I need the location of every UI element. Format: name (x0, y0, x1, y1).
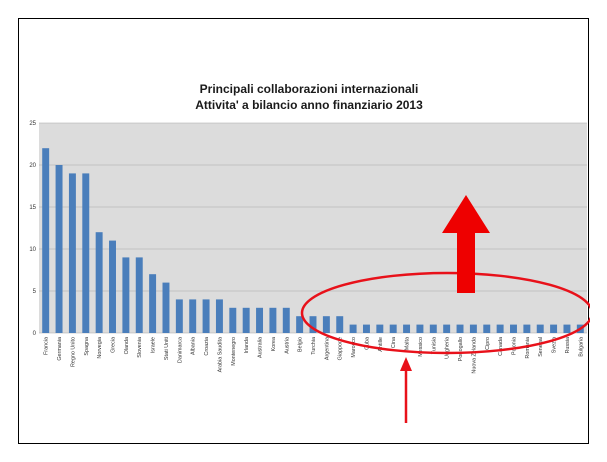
x-tick-label: Senegal (538, 337, 544, 357)
small-up-arrow-icon (400, 357, 412, 423)
x-tick-label: Grecia (111, 337, 117, 353)
x-tick-label: Canada (498, 337, 504, 356)
x-tick-label: Korea (271, 337, 277, 351)
bar (389, 324, 397, 333)
x-tick-label: Danimarca (177, 337, 183, 363)
x-tick-label: Giappone (338, 337, 344, 360)
bar (536, 324, 544, 333)
bar (269, 307, 277, 333)
x-tick-label: Ungheria (445, 337, 451, 359)
x-tick-label: Slovenia (137, 337, 143, 358)
plot-area (39, 123, 587, 333)
x-tick-label: Marocco (351, 337, 357, 358)
bar (55, 165, 63, 333)
bar (469, 324, 477, 333)
x-tick-label: Australia (258, 337, 264, 358)
x-tick-label: Arabia Saudita (217, 337, 223, 372)
bar (563, 324, 571, 333)
x-tick-label: Cuba (364, 337, 370, 350)
bar (82, 173, 90, 333)
bar-chart: 0 5 10 15 20 25 Francia Germania Regno Unito Spa… (21, 71, 590, 423)
x-tick-label: Polonia (511, 337, 517, 355)
bar (483, 324, 491, 333)
x-tick-label: Romania (525, 337, 531, 359)
chart-title-line-1: Principali collaborazioni internazionali (200, 82, 419, 96)
slide-frame: 0 5 10 15 20 25 Francia Germania Regno Unito Spa… (18, 18, 590, 444)
bar (349, 324, 357, 333)
bar (416, 324, 424, 333)
x-tick-label: Nuova Zelanda (471, 337, 477, 374)
bar (242, 307, 250, 333)
x-tick-label: Antille (378, 337, 384, 352)
bar (149, 274, 157, 333)
chart-title-line-2: Attivita' a bilancio anno finanziario 20… (195, 98, 423, 112)
bar (429, 324, 437, 333)
bar (523, 324, 531, 333)
x-tick-label: Montenegro (231, 337, 237, 366)
x-tick-label: Olanda (124, 337, 130, 354)
x-tick-label: Francia (44, 337, 50, 355)
y-tick-label: 15 (29, 205, 36, 211)
bar (322, 316, 330, 333)
bar (122, 257, 130, 333)
bar (42, 148, 50, 333)
bar (68, 173, 76, 333)
highlight-ellipse (300, 271, 590, 355)
x-tick-label: Bulgaria (578, 337, 584, 357)
bar (256, 307, 264, 333)
bar (282, 307, 290, 333)
x-tick-label: Cipro (485, 337, 491, 350)
gridlines (39, 122, 587, 334)
bar (95, 232, 103, 333)
x-tick-label: Svezia (552, 337, 558, 353)
big-up-arrow-icon (442, 195, 490, 293)
bar (336, 316, 344, 333)
bar (456, 324, 464, 333)
y-tick-label: 5 (33, 289, 37, 295)
x-tick-label: Norvegia (97, 337, 103, 359)
x-tick-label: Austria (284, 337, 290, 354)
bar (496, 324, 504, 333)
x-tick-label: Israele (151, 337, 157, 353)
x-tick-label: Tunisia (431, 337, 437, 354)
bar (229, 307, 237, 333)
bar (309, 316, 317, 333)
bar (296, 316, 304, 333)
x-tick-label: Argentina (324, 337, 330, 360)
bar (403, 324, 411, 333)
bar (175, 299, 183, 333)
y-tick-label: 0 (33, 331, 37, 337)
x-tick-label: Russia (565, 337, 571, 353)
x-tick-label: Malta (405, 337, 411, 350)
bar (189, 299, 197, 333)
bar (443, 324, 451, 333)
bar (162, 282, 170, 333)
x-tick-label: Germania (57, 337, 63, 361)
x-tick-label: Albania (191, 337, 197, 355)
x-tick-label: Portogallo (458, 337, 464, 361)
x-axis-labels: Francia Germania Regno Unito Spagna Norvegia… (44, 337, 585, 374)
x-tick-label: Turchia (311, 337, 317, 355)
x-tick-label: Messico (418, 337, 424, 357)
y-tick-label: 10 (29, 247, 36, 253)
x-tick-label: Stati Uniti (164, 337, 170, 360)
y-tick-label: 20 (29, 163, 36, 169)
bar (376, 324, 384, 333)
bar (202, 299, 210, 333)
x-tick-label: Spagna (84, 337, 90, 356)
bar (109, 240, 116, 333)
x-tick-label: Regno Unito (70, 337, 76, 367)
y-axis-ticks: 0 5 10 15 20 25 (29, 121, 36, 337)
x-tick-label: Croazia (204, 337, 210, 356)
bar (510, 324, 517, 333)
bar (550, 324, 558, 333)
bar (362, 324, 370, 333)
x-tick-label: Belgio (298, 337, 304, 352)
x-tick-label: Cina (391, 337, 397, 348)
y-tick-label: 25 (29, 121, 36, 127)
bar (135, 257, 143, 333)
bar (215, 299, 223, 333)
x-tick-label: Irlanda (244, 337, 250, 353)
